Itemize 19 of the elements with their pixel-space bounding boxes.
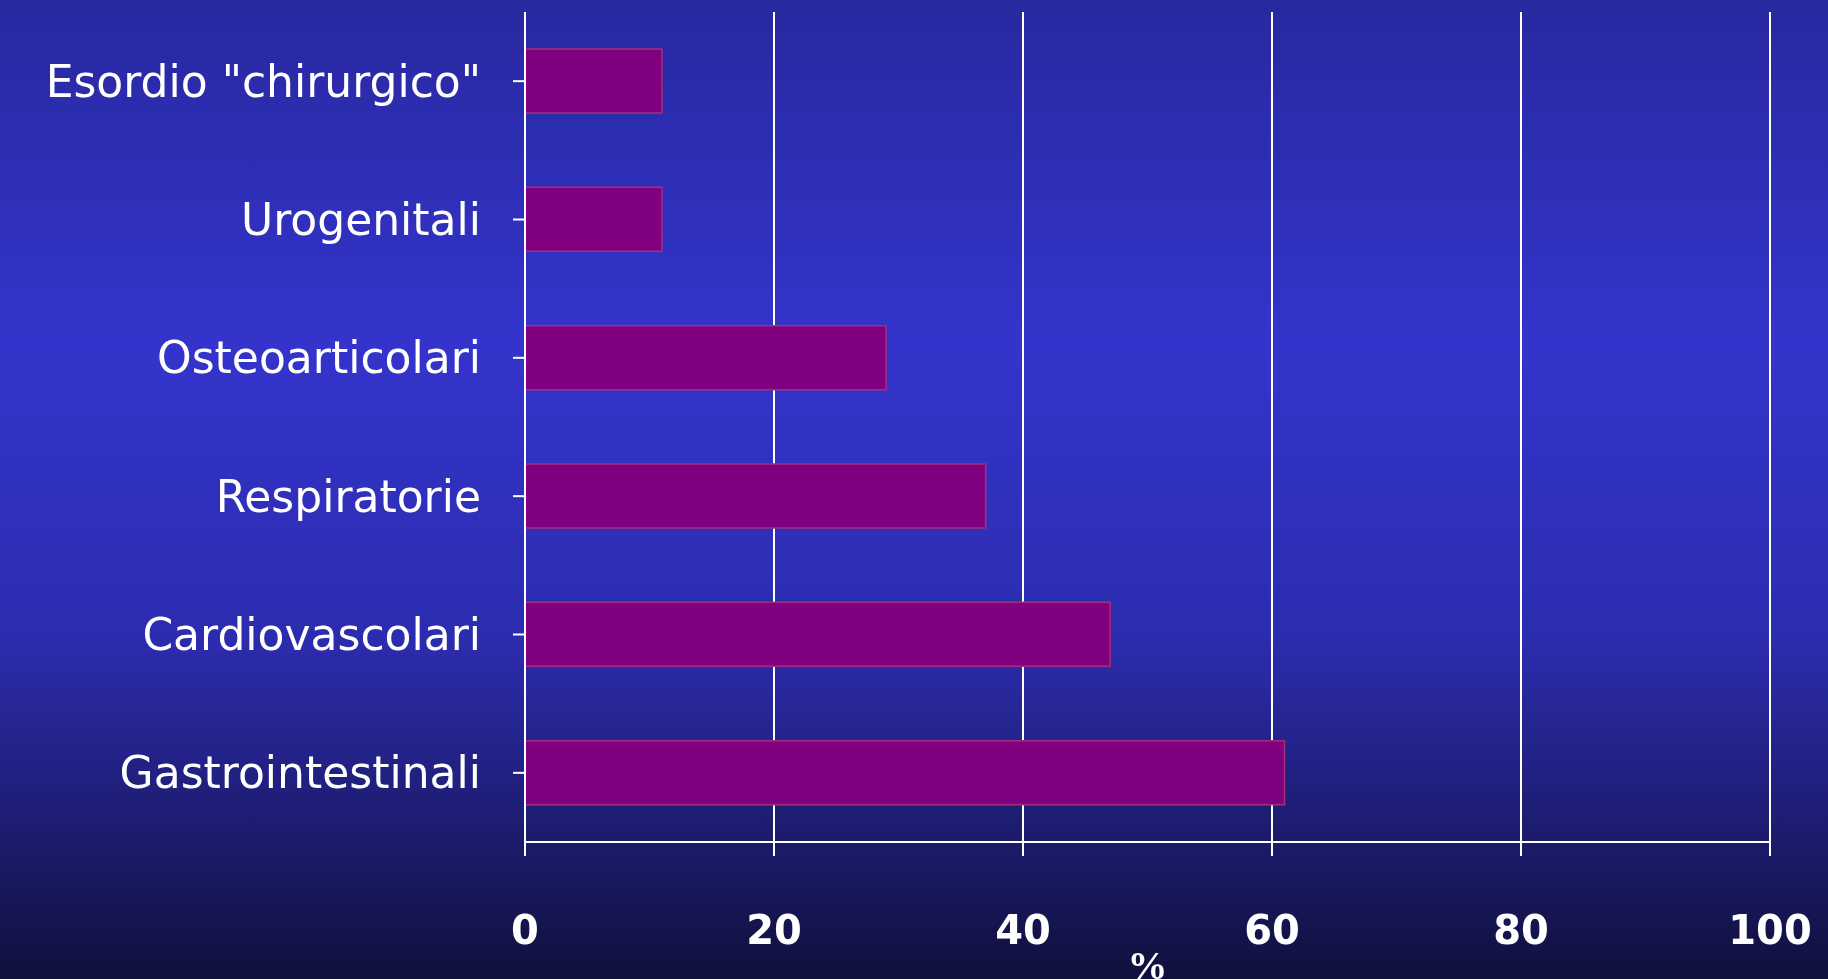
- x-tick-label: 0: [511, 907, 539, 954]
- x-tick-label: 60: [1244, 907, 1300, 954]
- x-tick-label: 40: [995, 907, 1051, 954]
- x-tick-label: 80: [1493, 907, 1549, 954]
- x-axis-title: %: [1127, 943, 1168, 979]
- y-tick-label: Urogenitali: [240, 194, 481, 246]
- bar: [525, 186, 663, 253]
- x-tick-label: 100: [1728, 907, 1812, 954]
- bar: [525, 324, 887, 391]
- bar: [525, 48, 663, 114]
- y-tick-label: Cardiovascolari: [142, 609, 481, 661]
- x-tick-label: 20: [746, 907, 802, 954]
- y-tick-label: Osteoarticolari: [157, 332, 481, 384]
- y-tick-label: Respiratorie: [215, 470, 481, 522]
- bar: [525, 463, 987, 529]
- bar: [525, 601, 1111, 668]
- y-tick-label: Gastrointestinali: [119, 747, 481, 799]
- y-tick-label: Esordio "chirurgico": [45, 55, 481, 107]
- bar: [525, 739, 1286, 806]
